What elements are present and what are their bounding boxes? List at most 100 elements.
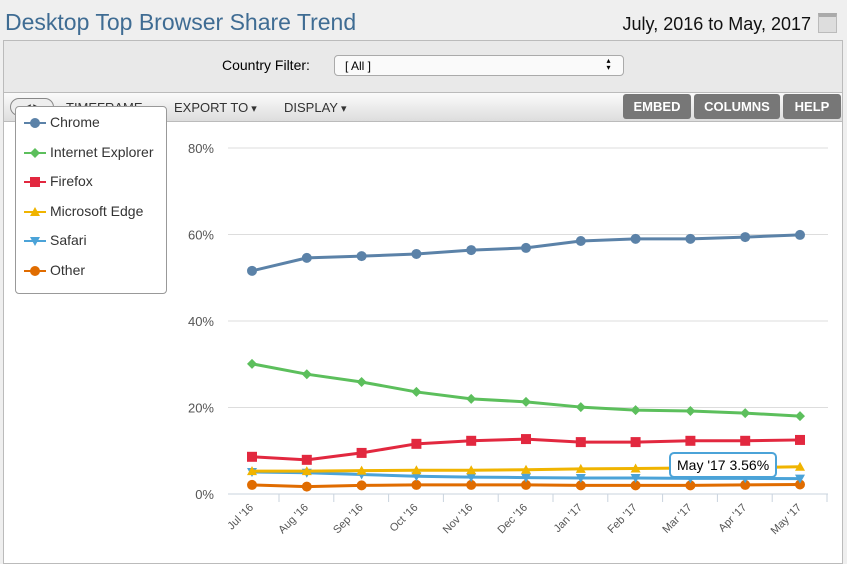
legend-item-safari[interactable]: Safari xyxy=(24,232,87,250)
x-tick-label: Nov '16 xyxy=(441,502,476,537)
embed-button[interactable]: EMBED xyxy=(623,94,691,119)
y-tick-label: 20% xyxy=(188,401,214,416)
other-point xyxy=(411,479,422,490)
internet-explorer-point xyxy=(740,408,751,419)
internet-explorer-point xyxy=(521,396,531,407)
x-tick-label: Feb '17 xyxy=(606,502,640,536)
microsoft-edge-point xyxy=(411,465,422,475)
safari-point xyxy=(795,474,805,484)
chrome-point xyxy=(301,252,312,263)
microsoft-edge-point xyxy=(301,466,312,476)
internet-explorer-point xyxy=(795,411,805,422)
legend-marker xyxy=(30,206,40,216)
microsoft-edge-point xyxy=(466,465,477,475)
internet-explorer-point xyxy=(411,386,422,397)
help-button[interactable]: HELP xyxy=(783,94,841,119)
other-point xyxy=(685,480,696,491)
diamond-marker-icon xyxy=(24,147,46,158)
other-point xyxy=(301,481,312,492)
firefox-point xyxy=(795,434,805,445)
other-point xyxy=(466,479,477,490)
microsoft-edge-point xyxy=(356,465,367,475)
other-point xyxy=(740,479,751,490)
microsoft-edge-point xyxy=(247,466,257,476)
internet-explorer-point xyxy=(575,402,586,413)
microsoft-edge-point xyxy=(795,461,805,471)
legend-label: Firefox xyxy=(50,173,93,189)
y-tick-label: 40% xyxy=(188,314,214,329)
safari-point xyxy=(575,473,586,483)
firefox-point xyxy=(247,451,257,462)
safari-point xyxy=(521,473,531,483)
calendar-icon[interactable] xyxy=(818,13,837,33)
chrome-point xyxy=(356,251,367,262)
legend-marker xyxy=(30,237,40,247)
firefox-point xyxy=(466,435,477,446)
legend-item-internet-explorer[interactable]: Internet Explorer xyxy=(24,144,154,162)
other-point xyxy=(356,480,367,491)
legend-marker xyxy=(30,147,40,158)
legend-item-other[interactable]: Other xyxy=(24,262,85,280)
date-range: July, 2016 to May, 2017 xyxy=(622,14,811,34)
export-menu[interactable]: EXPORT TO xyxy=(174,100,257,115)
display-menu[interactable]: DISPLAY xyxy=(284,100,347,115)
safari-point xyxy=(630,473,641,483)
safari-point xyxy=(411,472,422,482)
chrome-point xyxy=(630,233,641,244)
page-title: Desktop Top Browser Share Trend xyxy=(5,9,357,35)
chrome-point xyxy=(795,229,805,240)
internet-explorer-point xyxy=(356,376,367,387)
other-point xyxy=(575,480,586,491)
internet-explorer-point xyxy=(685,405,696,416)
firefox-point xyxy=(521,434,531,445)
internet-explorer-point xyxy=(630,405,641,416)
country-filter-label: Country Filter: xyxy=(222,57,310,73)
triangle-down-marker-icon xyxy=(24,237,46,247)
country-filter-select[interactable]: [ All ] xyxy=(334,55,624,76)
safari-point xyxy=(466,473,477,483)
legend-label: Other xyxy=(50,261,86,278)
x-tick-label: Jan '17 xyxy=(552,502,585,535)
firefox-point xyxy=(630,437,641,448)
legend: Chrome Internet Explorer Firefox Microsoft … xyxy=(15,106,167,294)
chrome-point xyxy=(466,245,477,256)
other-point xyxy=(630,480,641,491)
legend-label: Chrome xyxy=(50,114,100,130)
legend-label: Safari xyxy=(50,232,87,248)
chrome-point xyxy=(740,232,751,243)
x-tick-label: Sep '16 xyxy=(331,502,366,537)
internet-explorer-point xyxy=(247,358,257,369)
firefox-point xyxy=(301,454,312,465)
columns-button[interactable]: COLUMNS xyxy=(694,94,780,119)
microsoft-edge-point xyxy=(630,463,641,473)
y-tick-label: 60% xyxy=(188,228,214,243)
chrome-point xyxy=(247,265,257,276)
x-tick-label: May '17 xyxy=(769,502,804,537)
legend-item-firefox[interactable]: Firefox xyxy=(24,173,93,191)
triangle-marker-icon xyxy=(24,206,46,216)
firefox-point xyxy=(356,447,367,458)
firefox-point xyxy=(685,435,696,446)
tooltip: May '17 3.56% xyxy=(669,452,778,478)
firefox-point xyxy=(411,438,422,449)
x-tick-label: Apr '17 xyxy=(716,502,749,535)
internet-explorer-point xyxy=(466,393,477,404)
legend-marker xyxy=(30,177,40,188)
square-marker-icon xyxy=(24,177,46,188)
y-tick-label: 0% xyxy=(195,487,214,502)
chrome-point xyxy=(575,235,586,246)
legend-label: Microsoft Edge xyxy=(50,202,144,219)
other-point xyxy=(521,479,531,490)
legend-label: Internet Explorer xyxy=(50,143,154,160)
legend-item-microsoft-edge[interactable]: Microsoft Edge xyxy=(24,203,143,221)
internet-explorer-point xyxy=(301,369,312,380)
legend-item-chrome[interactable]: Chrome xyxy=(24,114,100,132)
filter-bar: Country Filter: [ All ] xyxy=(4,41,842,93)
microsoft-edge-point xyxy=(575,463,586,473)
firefox-point xyxy=(740,435,751,446)
x-tick-label: Dec '16 xyxy=(496,502,531,537)
circle-marker-icon xyxy=(24,118,46,129)
firefox-point xyxy=(575,437,586,448)
x-tick-label: Mar '17 xyxy=(660,502,694,536)
x-tick-label: Aug '16 xyxy=(276,502,311,537)
